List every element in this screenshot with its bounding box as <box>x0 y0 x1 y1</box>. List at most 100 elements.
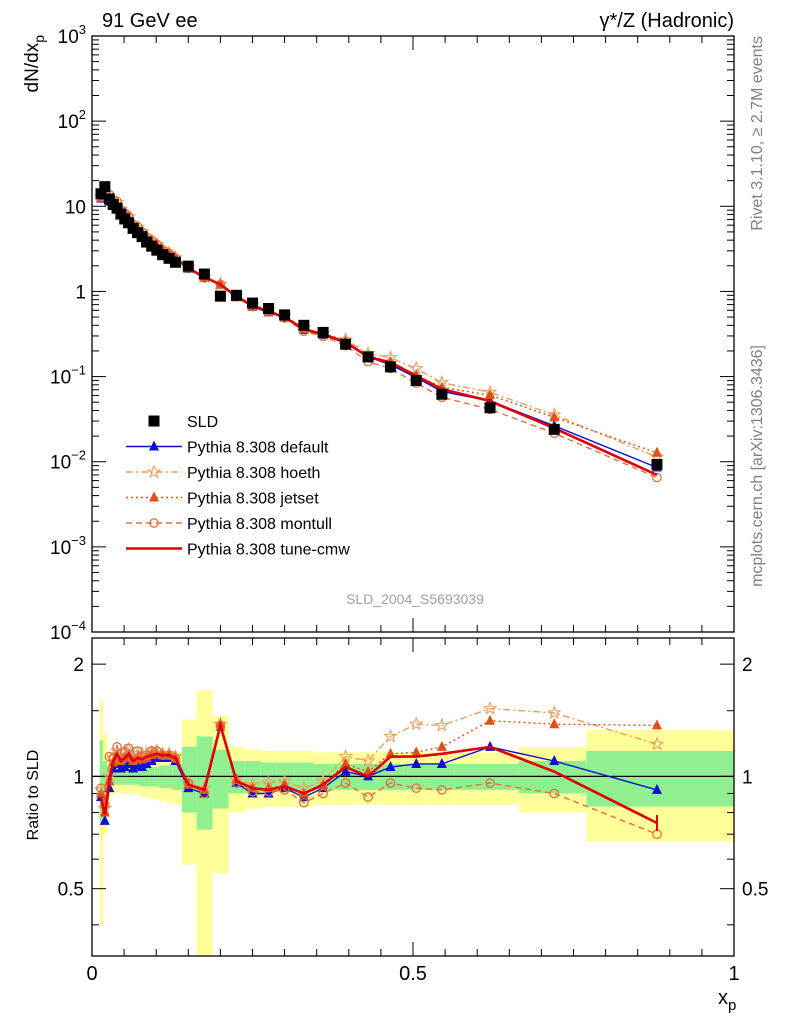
data-point <box>385 778 396 788</box>
top-tick-exp: −4 <box>71 618 86 633</box>
legend-item-hoeth: Pythia 8.308 hoeth <box>126 464 320 482</box>
data-point <box>385 361 397 373</box>
data-point <box>137 760 148 771</box>
side-text-rivet: Rivet 3.1.10, ≥ 2.7M events <box>749 36 766 231</box>
data-point <box>485 778 495 788</box>
top-tick-label: 10 <box>65 197 86 218</box>
top-tick-base: 10 <box>58 27 79 48</box>
top-tick-label: 10−2 <box>50 448 86 474</box>
data-point <box>652 472 662 483</box>
series-layer <box>93 181 665 840</box>
data-point <box>383 728 398 743</box>
data-point <box>198 268 210 280</box>
data-point <box>651 446 662 457</box>
ratio-tick-label-left: 2 <box>73 655 84 676</box>
band-green <box>102 760 108 794</box>
data-point <box>485 389 496 400</box>
series-line-ratio <box>99 720 658 825</box>
top-tick-base: 10 <box>50 538 71 559</box>
series-line-top <box>100 193 658 458</box>
ratio-tick-label-right: 2 <box>742 655 753 676</box>
data-point <box>549 411 560 422</box>
ratio-tick-label-left: 1 <box>73 767 84 788</box>
legend: SLD Pythia 8.308 default Pythia 8.308 hoet… <box>126 414 350 559</box>
data-point <box>157 249 169 261</box>
data-point <box>103 193 115 205</box>
top-tick-label: 10−3 <box>50 533 86 559</box>
series-hoeth <box>93 186 665 815</box>
top-tick-exp: −1 <box>71 363 86 378</box>
data-point <box>149 518 159 528</box>
ratio-tick-label-left: 0.5 <box>58 880 84 901</box>
data-point <box>651 458 663 470</box>
data-point <box>170 753 181 763</box>
series-line-top <box>100 195 658 469</box>
data-point <box>148 415 160 427</box>
top-tick-base: 10 <box>65 197 86 218</box>
data-point <box>215 279 226 290</box>
series-jetset <box>95 188 662 817</box>
top-tick-exp: 2 <box>79 107 86 122</box>
top-tick-base: 10 <box>50 623 71 644</box>
data-point <box>411 757 422 768</box>
top-tick-base: 1 <box>75 282 86 303</box>
data-point <box>183 778 194 788</box>
data-point <box>214 290 226 302</box>
data-point <box>549 718 560 729</box>
header-left: 91 GeV ee <box>102 10 198 32</box>
band-green <box>294 762 314 792</box>
data-point <box>362 351 374 363</box>
data-point <box>123 757 134 768</box>
data-point <box>410 374 422 386</box>
data-point <box>649 736 665 751</box>
data-point <box>363 792 373 802</box>
top-tick-exp: 3 <box>79 22 86 37</box>
band-green <box>99 740 103 824</box>
data-point <box>411 746 422 757</box>
data-point <box>549 754 560 765</box>
data-point <box>651 719 662 730</box>
data-point <box>111 202 123 214</box>
top-tick-exp: −3 <box>71 533 86 548</box>
data-point <box>128 762 139 773</box>
data-point <box>247 297 258 309</box>
data-point <box>546 705 562 720</box>
data-point <box>651 783 662 794</box>
data-point <box>151 244 163 256</box>
legend-label: SLD <box>187 414 218 431</box>
series-sld <box>95 181 663 470</box>
legend-label: Pythia 8.308 default <box>187 440 329 457</box>
band-green <box>518 760 587 794</box>
band-green <box>212 749 229 809</box>
data-point <box>318 788 328 799</box>
top-tick-base: 10 <box>50 368 71 389</box>
data-point <box>99 181 111 193</box>
data-point <box>112 742 122 752</box>
series-default <box>95 190 662 825</box>
band-green <box>586 750 734 807</box>
data-point <box>149 440 159 451</box>
top-tick-base: 10 <box>50 453 71 474</box>
data-point <box>95 188 107 200</box>
data-point <box>169 256 181 268</box>
header-right: γ*/Z (Hadronic) <box>600 10 734 32</box>
legend-item-default: Pythia 8.308 default <box>126 440 329 457</box>
data-point <box>385 747 396 758</box>
legend-label: Pythia 8.308 montull <box>187 516 332 533</box>
series-montull <box>96 188 662 840</box>
data-point <box>385 760 396 771</box>
data-point <box>340 338 352 350</box>
y-axis-label-top: dN/dxp <box>22 35 47 93</box>
data-point <box>263 303 275 315</box>
data-point <box>279 309 291 321</box>
data-point <box>230 289 242 301</box>
top-tick-label: 10−1 <box>50 363 86 389</box>
legend-label: Pythia 8.308 jetset <box>187 491 319 508</box>
legend-item-sld: SLD <box>148 414 218 431</box>
data-point <box>149 491 159 502</box>
ratio-tick-label-right: 1 <box>742 767 753 788</box>
data-point <box>340 765 351 776</box>
top-tick-exp: −2 <box>71 448 86 463</box>
data-point <box>263 786 274 797</box>
